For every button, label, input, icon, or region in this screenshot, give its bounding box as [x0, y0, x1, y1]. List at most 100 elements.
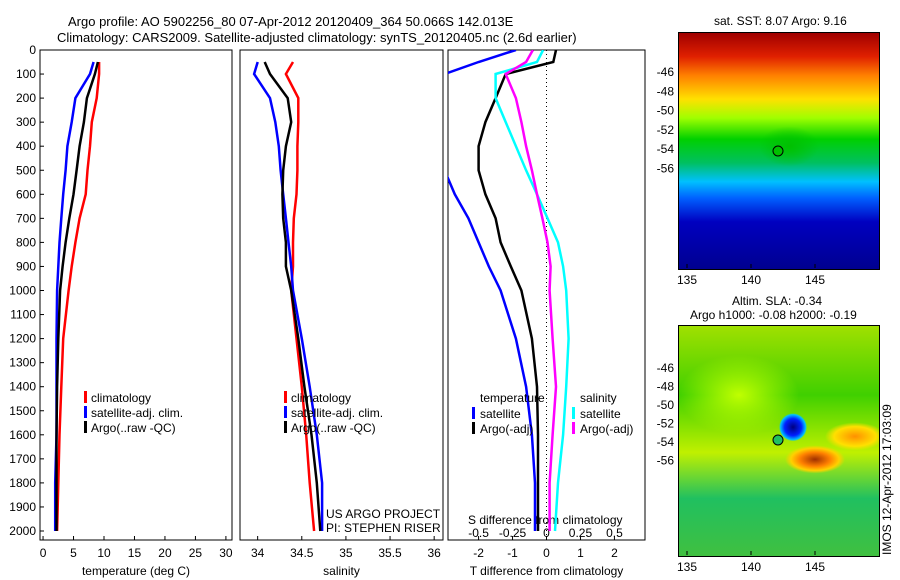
series-line-argorawqc — [263, 61, 322, 532]
y-tick-label: 700 — [16, 211, 36, 225]
legend-swatch — [284, 391, 287, 403]
map-y-tick-label: -48 — [657, 380, 675, 394]
argo-position-marker — [772, 145, 784, 157]
x-tick-label: 10 — [97, 546, 111, 560]
top-x-tick-label: 0.5 — [606, 526, 623, 540]
legend-swatch — [572, 407, 575, 419]
pi-label: PI: STEPHEN RISER — [326, 521, 441, 535]
x-tick-label: -1 — [507, 546, 518, 560]
x-tick-label: 35.5 — [378, 546, 402, 560]
series-line-satellite — [494, 50, 570, 532]
y-tick-label: 200 — [16, 91, 36, 105]
y-tick-label: 2000 — [9, 524, 36, 538]
series-line-climatology — [55, 62, 101, 532]
y-tick-label: 900 — [16, 259, 36, 273]
legend-label: Argo(..raw -QC) — [91, 421, 176, 435]
series-line-satellite — [448, 50, 537, 531]
y-tick-label: 1000 — [9, 284, 36, 298]
argo-position-marker — [772, 434, 784, 446]
y-tick-label: 1500 — [9, 404, 36, 418]
legend-swatch — [284, 406, 287, 418]
legend-swatch — [284, 421, 287, 433]
panel-frame — [39, 49, 233, 541]
sst-map-title: sat. SST: 8.07 Argo: 9.16 — [714, 14, 847, 28]
map-y-tick-label: -52 — [657, 417, 675, 431]
legend-label: Argo(-adj) — [480, 422, 533, 436]
map-y-tick-label: -46 — [657, 65, 675, 79]
y-tick-label: 800 — [16, 235, 36, 249]
top-x-tick-label: -0.25 — [499, 526, 527, 540]
legend-swatch — [472, 407, 475, 419]
map-y-tick-label: -56 — [657, 162, 675, 176]
y-tick-label: 100 — [16, 67, 36, 81]
legend-label: climatology — [291, 391, 351, 405]
x-tick-label: 0 — [40, 546, 47, 560]
x-tick-label: 34 — [251, 546, 265, 560]
sla-map-title-2: Argo h1000: -0.08 h2000: -0.19 — [690, 308, 857, 322]
x-axis-label: T difference from climatology — [470, 564, 624, 578]
y-tick-label: 1800 — [9, 476, 36, 490]
map-y-tick-label: -54 — [657, 142, 675, 156]
y-tick-label: 1900 — [9, 500, 36, 514]
legend-label: satellite — [480, 407, 521, 421]
y-tick-label: 600 — [16, 187, 36, 201]
legend-label: Argo(..raw -QC) — [291, 421, 376, 435]
x-tick-label: 30 — [219, 546, 233, 560]
y-tick-label: 1300 — [9, 356, 36, 370]
y-tick-label: 1700 — [9, 452, 36, 466]
map-x-tick-label: 140 — [741, 560, 761, 574]
map-x-tick-label: 135 — [677, 560, 697, 574]
legend-swatch — [472, 422, 475, 434]
x-axis-label: salinity — [323, 564, 360, 578]
map-x-tick-label: 145 — [805, 560, 825, 574]
x-tick-label: 20 — [158, 546, 172, 560]
top-x-tick-label: 0 — [543, 526, 550, 540]
legend-header-salinity: salinity — [580, 391, 617, 405]
map-y-tick-label: -56 — [657, 454, 675, 468]
map-x-tick-label: 135 — [677, 273, 697, 287]
legend-label: satellite-adj. clim. — [291, 406, 383, 420]
map-y-tick-label: -50 — [657, 104, 675, 118]
x-tick-label: -2 — [473, 546, 484, 560]
x-tick-label: 1 — [577, 546, 584, 560]
y-tick-label: 400 — [16, 139, 36, 153]
y-tick-label: 1100 — [10, 308, 36, 322]
map-y-tick-label: -46 — [657, 361, 675, 375]
legend-label: satellite-adj. clim. — [91, 406, 183, 420]
series-line-climatology — [284, 61, 316, 532]
top-xlabel: S difference from climatology — [468, 513, 623, 527]
x-tick-label: 34.5 — [290, 546, 314, 560]
x-tick-label: 36 — [427, 546, 441, 560]
sla-map-title-1: Altim. SLA: -0.34 — [732, 294, 823, 308]
panel-frame — [239, 49, 444, 541]
y-tick-label: 500 — [16, 163, 36, 177]
map-y-tick-label: -48 — [657, 84, 675, 98]
legend-swatch — [572, 422, 575, 434]
x-tick-label: 5 — [70, 546, 77, 560]
x-axis-label: temperature (deg C) — [82, 564, 190, 578]
title-line1: Argo profile: AO 5902256_80 07-Apr-2012 … — [68, 14, 514, 29]
y-tick-label: 0 — [29, 43, 36, 57]
x-tick-label: 15 — [128, 546, 142, 560]
y-tick-label: 1400 — [9, 380, 36, 394]
series-line-argoadj — [504, 50, 558, 531]
map-y-tick-label: -52 — [657, 123, 675, 137]
y-tick-label: 1200 — [9, 332, 36, 346]
y-tick-label: 1600 — [9, 428, 36, 442]
map-y-tick-label: -50 — [657, 398, 675, 412]
x-tick-label: 25 — [189, 546, 203, 560]
legend-label: satellite — [580, 407, 621, 421]
series-line-argorawqc — [55, 61, 100, 531]
x-tick-label: 0 — [543, 546, 550, 560]
x-tick-label: 2 — [611, 546, 618, 560]
series-line-satelliteadjclim — [252, 61, 324, 531]
map-x-tick-label: 145 — [805, 273, 825, 287]
legend-label: Argo(-adj) — [580, 422, 633, 436]
x-tick-label: 35 — [339, 546, 353, 560]
legend-label: climatology — [91, 391, 151, 405]
top-x-tick-label: -0.5 — [468, 526, 489, 540]
legend-swatch — [84, 391, 87, 403]
project-label: US ARGO PROJECT — [326, 507, 441, 521]
y-tick-label: 300 — [16, 115, 36, 129]
legend-swatch — [84, 421, 87, 433]
